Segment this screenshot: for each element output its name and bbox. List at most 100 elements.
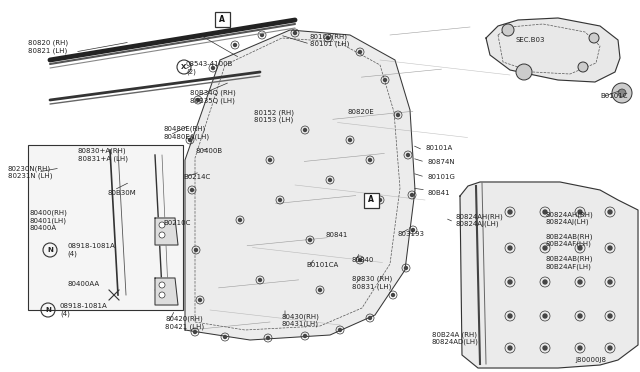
Bar	[28, 145, 183, 310]
Text: 80420(RH)
80421 (LH): 80420(RH) 80421 (LH)	[165, 316, 204, 330]
Text: N: N	[47, 247, 53, 253]
Text: 80101A: 80101A	[425, 145, 452, 151]
Polygon shape	[155, 218, 178, 245]
Circle shape	[608, 280, 612, 284]
Polygon shape	[486, 18, 620, 82]
Text: A: A	[219, 15, 225, 23]
Text: 80820 (RH)
80821 (LH): 80820 (RH) 80821 (LH)	[28, 40, 68, 54]
Text: 80830 (RH)
80831 (LH): 80830 (RH) 80831 (LH)	[352, 276, 392, 290]
Circle shape	[578, 346, 582, 350]
Circle shape	[543, 210, 547, 214]
Circle shape	[578, 280, 582, 284]
Circle shape	[543, 246, 547, 250]
Text: 80841: 80841	[326, 232, 348, 238]
Circle shape	[159, 292, 165, 298]
Text: 80830+A(RH)
80831+A (LH): 80830+A(RH) 80831+A (LH)	[78, 148, 128, 162]
Circle shape	[369, 317, 371, 320]
Circle shape	[508, 280, 512, 284]
Circle shape	[358, 51, 362, 54]
Text: 08543-4100B
(2): 08543-4100B (2)	[186, 61, 234, 75]
Circle shape	[508, 346, 512, 350]
Text: B0214C: B0214C	[183, 174, 211, 180]
Circle shape	[383, 78, 387, 81]
Circle shape	[508, 314, 512, 318]
Circle shape	[159, 232, 165, 238]
Circle shape	[412, 228, 415, 231]
Text: 80430(RH)
80431(LH): 80430(RH) 80431(LH)	[282, 313, 320, 327]
Text: 80480E(RH)
80480EA(LH): 80480E(RH) 80480EA(LH)	[164, 126, 210, 140]
Text: 80824AH(RH)
80824AJ(LH): 80824AH(RH) 80824AJ(LH)	[455, 213, 503, 227]
Polygon shape	[155, 278, 178, 305]
Circle shape	[319, 289, 321, 292]
Text: 803193: 803193	[397, 231, 424, 237]
Text: 80B41: 80B41	[428, 190, 451, 196]
Circle shape	[369, 158, 371, 161]
Circle shape	[189, 138, 191, 141]
Circle shape	[397, 113, 399, 116]
Text: 80B30M: 80B30M	[108, 190, 137, 196]
Circle shape	[404, 266, 408, 269]
Circle shape	[308, 238, 312, 241]
Circle shape	[303, 128, 307, 131]
Text: N: N	[45, 307, 51, 313]
Circle shape	[193, 330, 196, 334]
Circle shape	[578, 246, 582, 250]
Circle shape	[502, 24, 514, 36]
Polygon shape	[185, 30, 415, 340]
Circle shape	[508, 246, 512, 250]
Circle shape	[589, 33, 599, 43]
Circle shape	[410, 193, 413, 196]
Circle shape	[159, 222, 165, 228]
Text: 80B24AB(RH)
80B24AF(LH): 80B24AB(RH) 80B24AF(LH)	[545, 256, 593, 270]
FancyBboxPatch shape	[364, 192, 378, 208]
Circle shape	[196, 99, 200, 102]
Circle shape	[303, 334, 307, 337]
Circle shape	[349, 138, 351, 141]
Text: A: A	[368, 196, 374, 205]
Circle shape	[608, 210, 612, 214]
Circle shape	[543, 346, 547, 350]
Circle shape	[269, 158, 271, 161]
Circle shape	[260, 33, 264, 36]
Circle shape	[516, 64, 532, 80]
Text: 80400B: 80400B	[195, 148, 222, 154]
Text: 80400(RH)
80401(LH)
80400A: 80400(RH) 80401(LH) 80400A	[30, 209, 68, 231]
Text: B0101C: B0101C	[600, 93, 627, 99]
Circle shape	[326, 36, 330, 39]
Circle shape	[159, 282, 165, 288]
Text: 80B34Q (RH)
80B35Q (LH): 80B34Q (RH) 80B35Q (LH)	[190, 90, 236, 104]
Circle shape	[406, 154, 410, 157]
Text: B0210C: B0210C	[163, 220, 190, 226]
Text: 80101G: 80101G	[427, 174, 455, 180]
Circle shape	[508, 210, 512, 214]
Polygon shape	[460, 182, 638, 368]
Text: 80824AH(RH)
80824AJ(LH): 80824AH(RH) 80824AJ(LH)	[545, 211, 593, 225]
Circle shape	[234, 44, 237, 46]
Circle shape	[239, 218, 241, 221]
Text: 80874N: 80874N	[427, 159, 454, 165]
Circle shape	[328, 179, 332, 182]
Circle shape	[358, 259, 362, 262]
Text: SEC.B03: SEC.B03	[516, 37, 545, 43]
Text: 80840: 80840	[352, 257, 374, 263]
Circle shape	[378, 199, 381, 202]
Text: 08918-1081A
(4): 08918-1081A (4)	[67, 243, 115, 257]
Text: 80820E: 80820E	[348, 109, 375, 115]
Text: 80B24A (RH)
80824AD(LH): 80B24A (RH) 80824AD(LH)	[432, 331, 479, 345]
FancyBboxPatch shape	[214, 12, 230, 26]
Circle shape	[266, 337, 269, 340]
Text: 80152 (RH)
80153 (LH): 80152 (RH) 80153 (LH)	[254, 109, 294, 123]
Circle shape	[278, 199, 282, 202]
Text: 08918-1081A
(4): 08918-1081A (4)	[60, 303, 108, 317]
Circle shape	[339, 328, 342, 331]
Text: 80400AA: 80400AA	[67, 281, 99, 287]
Text: 80B24AB(RH)
80B24AF(LH): 80B24AB(RH) 80B24AF(LH)	[545, 233, 593, 247]
Circle shape	[191, 189, 193, 192]
Text: X: X	[181, 64, 187, 70]
Text: 80100(RH)
80101 (LH): 80100(RH) 80101 (LH)	[310, 33, 349, 47]
Circle shape	[608, 246, 612, 250]
Circle shape	[198, 298, 202, 301]
Circle shape	[578, 210, 582, 214]
Circle shape	[259, 279, 262, 282]
Circle shape	[195, 248, 198, 251]
